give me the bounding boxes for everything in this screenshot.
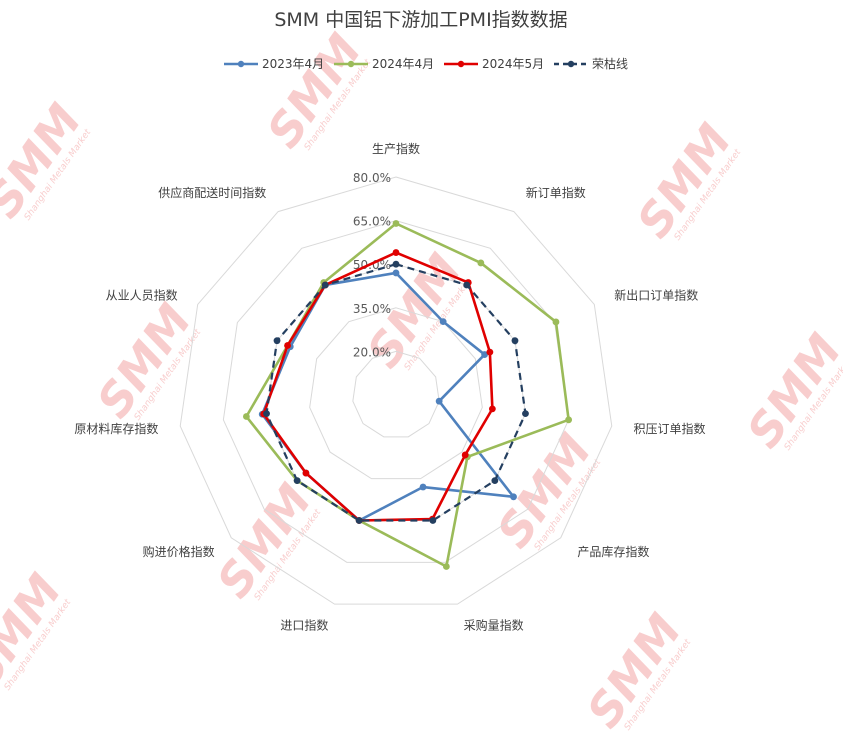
data-point [435, 397, 443, 405]
data-point [481, 351, 488, 358]
tick-label: 65.0% [353, 215, 391, 229]
data-point [273, 337, 281, 345]
data-point [442, 563, 450, 570]
data-point [302, 469, 310, 477]
data-point [552, 318, 560, 326]
legend-label: 荣枯线 [592, 56, 628, 71]
data-point [355, 517, 363, 524]
legend-label: 2024年5月 [482, 57, 544, 71]
legend-marker [567, 60, 575, 68]
axis-label: 供应商配送时间指数 [158, 185, 266, 200]
data-point [511, 337, 519, 345]
series-4 [263, 260, 529, 524]
legend-entry: 荣枯线 [554, 56, 628, 71]
tick-label: 20.0% [353, 345, 391, 359]
axis-label: 新订单指数 [526, 185, 586, 200]
series-line [265, 263, 527, 522]
axis-label: 产品库存指数 [577, 544, 649, 559]
series-line [260, 271, 515, 522]
data-point [392, 260, 400, 268]
data-point [565, 416, 573, 424]
axis-label: 购进价格指数 [143, 544, 215, 559]
data-point [461, 451, 469, 459]
axis-label: 从业人员指数 [106, 287, 178, 302]
axis-label: 生产指数 [372, 141, 420, 156]
data-point [392, 220, 400, 227]
grid-ring [222, 220, 570, 563]
data-point [242, 413, 250, 420]
axis-label: 原材料库存指数 [74, 421, 158, 436]
data-point [439, 318, 447, 326]
chart-title: SMM 中国铝下游加工PMI指数数据 [274, 9, 567, 31]
legend-marker [347, 60, 355, 68]
axis-label: 新出口订单指数 [614, 287, 698, 302]
axis-label: 积压订单指数 [634, 421, 706, 436]
tick-label: 80.0% [353, 171, 391, 185]
legend-entry: 2023年4月 [224, 57, 324, 71]
data-point [284, 342, 291, 349]
data-point [522, 410, 529, 418]
data-point [491, 477, 499, 485]
data-point [477, 259, 485, 267]
data-point [321, 281, 329, 289]
data-point [392, 269, 400, 277]
data-point [419, 483, 427, 491]
legend-marker [457, 60, 465, 68]
data-point [463, 281, 471, 289]
tick-label: 35.0% [353, 302, 391, 316]
data-point [263, 410, 270, 418]
data-point [429, 517, 437, 524]
axis-label: 进口指数 [280, 617, 328, 632]
grid-ring [179, 176, 613, 605]
legend-label: 2024年4月 [372, 57, 434, 71]
legend-marker [237, 60, 245, 68]
legend-entry: 2024年5月 [444, 57, 544, 71]
data-point [392, 249, 400, 256]
grid-ring [352, 350, 440, 438]
legend-entry: 2024年4月 [334, 57, 434, 71]
grid-ring [309, 307, 483, 480]
axis-label: 采购量指数 [464, 617, 524, 632]
series-line [262, 251, 494, 522]
data-point [488, 405, 496, 413]
watermark-logo-text: SMM [0, 94, 92, 227]
legend-label: 2023年4月 [262, 57, 324, 71]
legend: 2023年4月 2024年4月 2024年5月 荣枯线 [224, 56, 628, 71]
data-point [510, 493, 517, 501]
data-point [486, 348, 494, 356]
data-point [293, 477, 301, 485]
series-layer [242, 220, 573, 570]
